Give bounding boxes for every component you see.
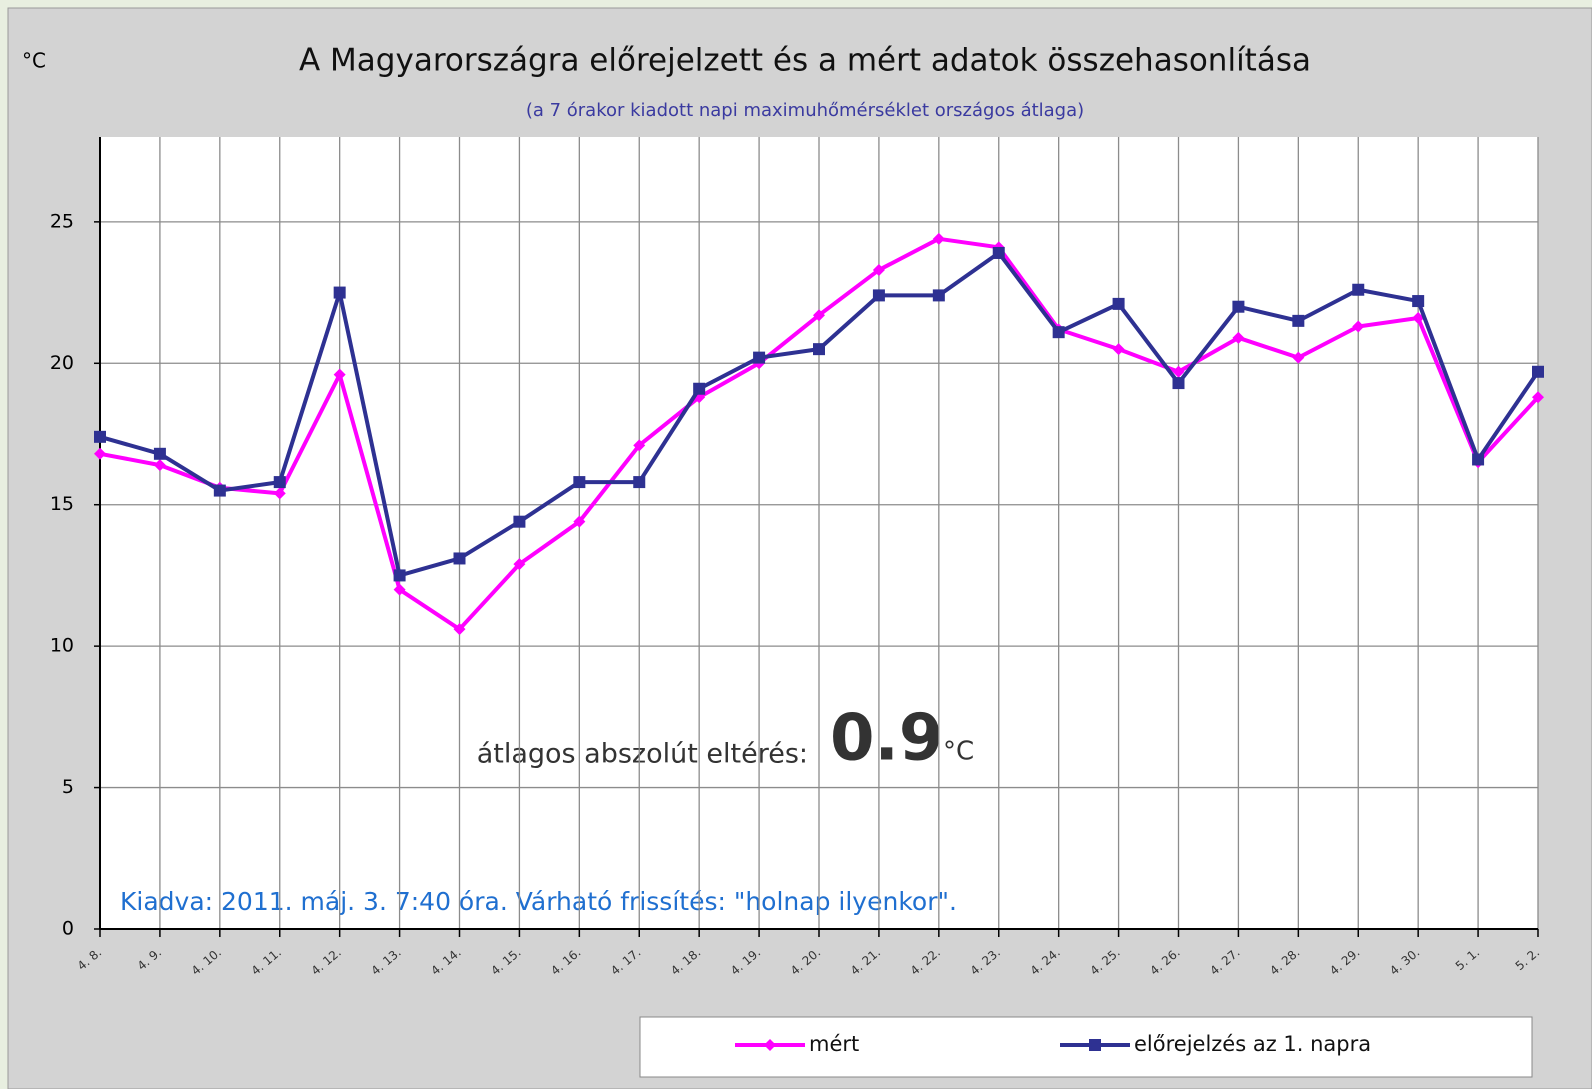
deviation-label: átlagos abszolút eltérés: (477, 739, 808, 770)
marker-diamond (94, 447, 106, 460)
y-tick-label: 0 (62, 918, 74, 940)
marker-square (753, 351, 766, 364)
y-tick-label: 15 (50, 493, 74, 515)
marker-diamond (872, 263, 885, 276)
chart-title: A Magyarországra előrejelzett és a mért … (299, 43, 1311, 79)
deviation-value: 0.9 (830, 702, 943, 776)
marker-square (1472, 453, 1485, 466)
chart-subtitle: (a 7 órakor kiadott napi maximuhőmérsékl… (526, 100, 1084, 121)
marker-square (693, 382, 706, 395)
y-tick-label: 25 (50, 210, 74, 232)
marker-diamond (273, 487, 286, 500)
y-tick-label: 5 (62, 776, 74, 798)
marker-square (872, 289, 885, 302)
marker-square (573, 476, 586, 489)
marker-diamond (1412, 312, 1425, 325)
y-tick-label: 10 (50, 635, 74, 657)
legend-label: előrejelzés az 1. napra (1134, 1032, 1371, 1056)
marker-square (1412, 295, 1425, 308)
issued-note: Kiadva: 2011. máj. 3. 7:40 óra. Várható … (120, 887, 957, 916)
y-tick-label: 20 (50, 352, 74, 374)
marker-square (633, 476, 646, 489)
marker-diamond (1352, 320, 1365, 333)
marker-diamond (513, 558, 526, 571)
marker-square (213, 484, 226, 497)
marker-square (333, 286, 346, 299)
marker-square (273, 476, 286, 489)
marker-square (453, 552, 466, 565)
marker-square (1352, 283, 1365, 296)
marker-diamond (1292, 351, 1305, 364)
marker-diamond (1172, 365, 1185, 378)
y-axis-unit: °C (22, 49, 46, 73)
marker-square (393, 569, 406, 582)
marker-square (1532, 365, 1544, 378)
marker-square (992, 246, 1005, 259)
marker-square (1292, 314, 1305, 327)
marker-square (932, 289, 945, 302)
marker-square (513, 515, 526, 528)
marker-diamond (333, 368, 346, 381)
marker-square (94, 430, 106, 443)
marker-diamond (1112, 343, 1125, 356)
marker-diamond (153, 459, 166, 472)
marker-square (1172, 377, 1185, 390)
marker-diamond (1532, 391, 1544, 404)
marker-square (1089, 1039, 1101, 1051)
marker-diamond (1232, 331, 1245, 344)
marker-diamond (764, 1039, 776, 1051)
marker-diamond (813, 309, 825, 322)
marker-diamond (932, 232, 945, 245)
marker-diamond (453, 623, 466, 636)
deviation-unit: °C (943, 737, 974, 767)
marker-diamond (393, 583, 406, 596)
marker-diamond (633, 439, 646, 452)
marker-square (813, 343, 825, 356)
marker-square (1232, 300, 1245, 313)
marker-square (1052, 326, 1065, 339)
marker-square (1112, 297, 1125, 310)
legend-label: mért (809, 1032, 859, 1056)
marker-diamond (573, 515, 586, 528)
marker-square (153, 447, 166, 460)
